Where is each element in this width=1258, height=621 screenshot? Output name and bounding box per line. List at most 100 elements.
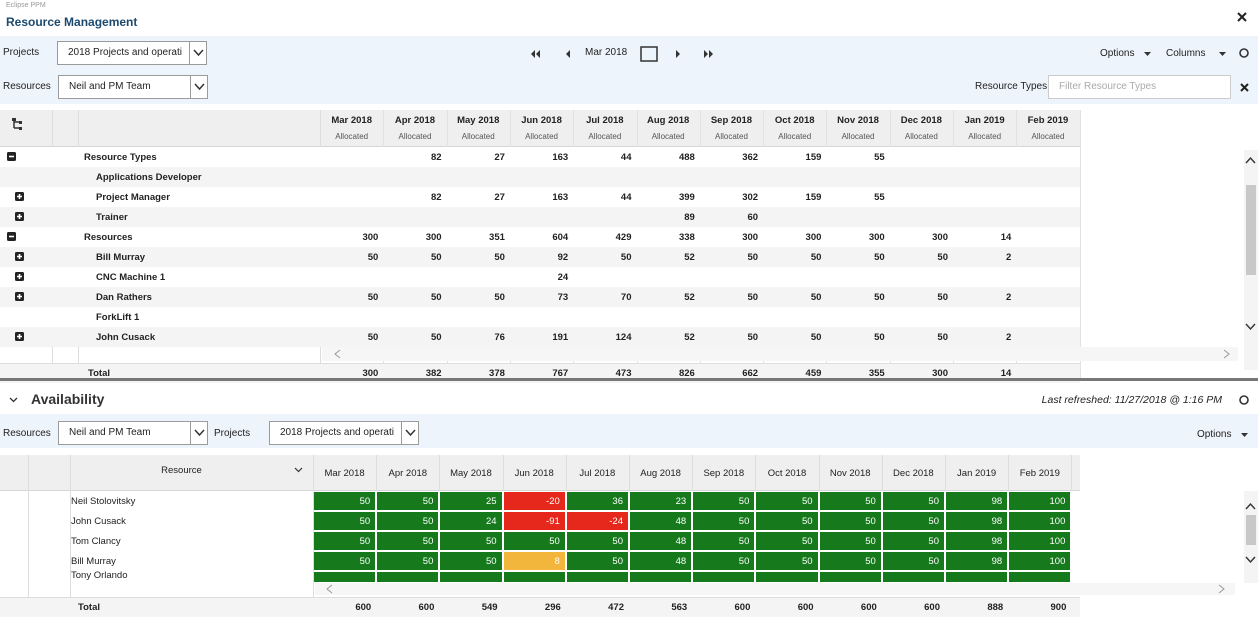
- row: [0, 247, 1080, 267]
- cell-value: 351: [489, 232, 505, 243]
- availability-cell: 50: [314, 512, 376, 530]
- cell-value: 2: [1006, 252, 1012, 263]
- column-divider: [755, 455, 757, 491]
- cell-value: 163: [552, 192, 569, 203]
- availability-cell: [440, 572, 502, 582]
- availability-cell: 48: [630, 552, 692, 570]
- total-value: 472: [608, 602, 624, 613]
- resources-select[interactable]: Neil and PM Team: [58, 421, 208, 445]
- last-button[interactable]: [704, 50, 713, 58]
- total-row: [0, 597, 1080, 617]
- first-button[interactable]: [531, 50, 540, 58]
- projects-select[interactable]: 2018 Projects and operati: [269, 421, 419, 445]
- cell-value: 338: [678, 232, 695, 243]
- select-value: Neil and PM Team: [69, 81, 151, 92]
- expand-toggle[interactable]: [15, 192, 24, 201]
- tree-icon[interactable]: [12, 118, 22, 130]
- availability-cell: 50: [693, 512, 755, 530]
- scroll-arrows[interactable]: [1245, 502, 1256, 564]
- cell-value: 76: [494, 332, 505, 343]
- column-divider: [1071, 455, 1073, 491]
- column-header: Mar 2018: [324, 468, 365, 479]
- caret-icon: [405, 429, 416, 437]
- page-title: Resource Management: [6, 15, 138, 29]
- resource-types-filter[interactable]: Filter Resource Types: [1048, 75, 1231, 99]
- scroll-arrows[interactable]: [326, 584, 1225, 594]
- menu-carets: [1144, 52, 1226, 56]
- column-subheader: Allocated: [968, 132, 1002, 141]
- expand-toggle[interactable]: [15, 252, 24, 261]
- row-label: Trainer: [96, 212, 128, 223]
- column-header: Jun 2018: [514, 468, 554, 479]
- projects-select[interactable]: 2018 Projects and operati: [57, 41, 207, 65]
- cell-value: 50: [367, 252, 379, 263]
- column-divider: [565, 455, 567, 491]
- expand-toggle[interactable]: [15, 292, 24, 301]
- cell-value: 429: [615, 232, 632, 243]
- caret: [401, 422, 418, 444]
- collapse-panel[interactable]: [9, 397, 18, 403]
- splitter[interactable]: [0, 378, 1258, 381]
- cell-value: 50: [937, 292, 948, 303]
- sort-caret[interactable]: [294, 467, 303, 473]
- availability-cell: 50: [693, 492, 755, 510]
- resource-header[interactable]: Resource: [161, 465, 202, 476]
- clear-filter[interactable]: [1240, 83, 1249, 92]
- availability-cell: [946, 572, 1008, 582]
- cell-value: 50: [620, 252, 632, 263]
- options-button[interactable]: Options: [1197, 429, 1232, 440]
- row-label: Bill Murray: [96, 252, 146, 263]
- scroll-arrows[interactable]: [1245, 156, 1256, 331]
- availability-cell: 25: [440, 492, 502, 510]
- caret: [190, 76, 207, 98]
- column-divider: [692, 455, 694, 491]
- columns-button[interactable]: Columns: [1166, 48, 1206, 59]
- cell-value: 159: [805, 152, 822, 163]
- prev-button[interactable]: [566, 50, 570, 58]
- cell-value: 27: [494, 192, 505, 203]
- cell-value: 50: [874, 292, 885, 303]
- column-divider: [945, 455, 946, 491]
- panel-title: Availability: [31, 391, 105, 407]
- next-button[interactable]: [676, 50, 680, 58]
- close-button[interactable]: [1237, 12, 1247, 22]
- availability-cell: 50: [882, 532, 944, 550]
- expand-toggle[interactable]: [15, 272, 24, 281]
- column-header: Dec 2018: [900, 115, 942, 126]
- column-subheader: Allocated: [841, 132, 875, 141]
- expand-toggle[interactable]: [15, 212, 24, 221]
- availability-cell: 50: [377, 552, 439, 570]
- row-label: ForkLift 1: [96, 312, 140, 323]
- availability-cell: [1009, 572, 1071, 582]
- h-scrollbar[interactable]: [322, 347, 1238, 361]
- scroll-arrows[interactable]: [334, 349, 1230, 359]
- refresh-button[interactable]: [1239, 395, 1249, 405]
- calendar-button[interactable]: [640, 46, 658, 62]
- h-scrollbar[interactable]: [315, 583, 1235, 595]
- column-header: May 2018: [457, 115, 500, 126]
- cell-value: 24: [557, 272, 569, 283]
- collapse-toggle[interactable]: [7, 152, 16, 161]
- cell-value: 488: [678, 152, 695, 163]
- total-value: 300: [932, 368, 948, 379]
- cell-value: 300: [425, 232, 442, 243]
- availability-cell: [882, 572, 944, 582]
- resources-select[interactable]: Neil and PM Team: [58, 75, 208, 99]
- options-button[interactable]: Options: [1100, 48, 1135, 59]
- availability-cell: 50: [440, 532, 502, 550]
- availability-cell: 50: [566, 552, 628, 570]
- availability-cell: 98: [946, 492, 1008, 510]
- column-header: Oct 2018: [767, 468, 807, 479]
- cell-value: 191: [552, 332, 569, 343]
- expand-toggle[interactable]: [15, 332, 24, 341]
- column-header: Jan 2019: [964, 115, 1005, 126]
- total-value: 888: [987, 602, 1004, 613]
- refresh-button[interactable]: [1239, 48, 1249, 58]
- scroll-thumb[interactable]: [1246, 515, 1256, 545]
- total-value: 355: [868, 368, 885, 379]
- availability-cell: 50: [503, 532, 565, 550]
- scroll-thumb[interactable]: [1246, 185, 1256, 275]
- collapse-toggle[interactable]: [7, 232, 16, 241]
- total-value: 600: [860, 602, 877, 613]
- header-row: [0, 110, 1080, 147]
